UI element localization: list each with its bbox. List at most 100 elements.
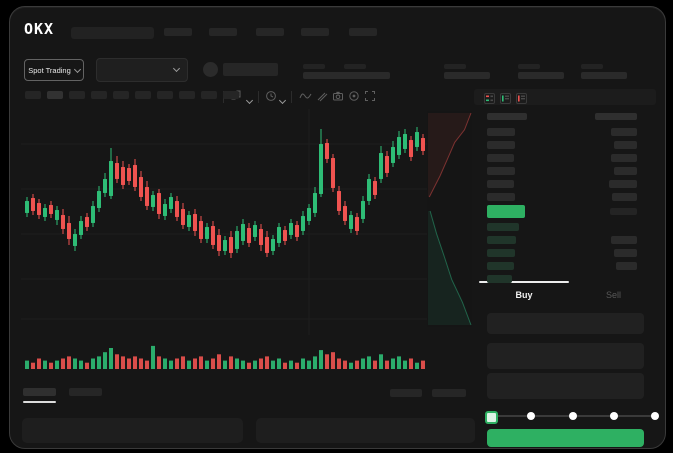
nav-item-2[interactable] [209, 28, 237, 36]
slider-stop-2[interactable] [527, 412, 536, 420]
slider-stop-3[interactable] [568, 412, 577, 420]
stat-value-5 [581, 72, 627, 79]
orderbook-ask-row-1[interactable] [479, 127, 658, 138]
ask-price-placeholder [487, 154, 514, 162]
stat-label-5 [581, 64, 603, 69]
orderbook-price-header [487, 113, 527, 120]
ask-price-placeholder [487, 128, 515, 136]
book-bids-icon[interactable] [500, 91, 511, 104]
settings-icon[interactable] [348, 90, 360, 106]
orderbook-ask-row-2[interactable] [479, 140, 658, 151]
bid-price-placeholder [487, 249, 515, 257]
orderbook-ask-row-3[interactable] [479, 153, 658, 164]
amount-field[interactable] [487, 343, 644, 369]
tab-buy[interactable]: Buy [479, 285, 569, 305]
book-combined-icon[interactable] [484, 91, 495, 104]
stat-label-1 [303, 64, 325, 69]
bottom-tab-open-orders[interactable] [23, 388, 56, 396]
depth-chart[interactable] [427, 111, 472, 327]
bid-amount-placeholder [616, 262, 637, 270]
bottom-link-1[interactable] [390, 389, 422, 397]
stat-value-2 [344, 72, 390, 79]
ask-amount-placeholder [612, 193, 637, 201]
orderbook-ask-row-5[interactable] [479, 179, 658, 190]
bid-amount-placeholder [613, 249, 637, 257]
candlestick-chart[interactable] [21, 109, 427, 335]
orderbook-ask-row-4[interactable] [479, 166, 658, 177]
timeframe-button-4[interactable] [91, 91, 107, 99]
nav-item-3[interactable] [256, 28, 284, 36]
timeframe-button-2[interactable] [47, 91, 63, 99]
nav-item-1[interactable] [164, 28, 192, 36]
slider-stop-4[interactable] [609, 412, 618, 420]
market-type-selector[interactable]: Spot Trading [24, 59, 84, 81]
orderbook-bid-row-3[interactable] [479, 248, 658, 259]
stat-label-2 [344, 64, 366, 69]
ask-amount-placeholder [611, 128, 637, 136]
price-field[interactable] [487, 313, 644, 334]
indicators-icon[interactable] [299, 90, 312, 106]
nav-item-5[interactable] [349, 28, 377, 36]
clock-icon[interactable] [265, 90, 277, 106]
stat-value-1 [303, 72, 349, 79]
bid-amount-placeholder [611, 236, 637, 244]
chevron-down-icon [73, 65, 81, 73]
nav-item-4[interactable] [301, 28, 329, 36]
bottom-panel-right[interactable] [256, 418, 475, 443]
ask-price-placeholder [487, 167, 515, 175]
camera-icon[interactable] [332, 90, 344, 106]
orderbook-bid-row-2[interactable] [479, 235, 658, 246]
orderbook-ask-row-6[interactable] [479, 192, 658, 203]
buy-submit-button[interactable] [487, 429, 644, 447]
bottom-tab-order-history[interactable] [69, 388, 102, 396]
last-price-highlight[interactable] [487, 205, 525, 218]
tab-sell-label: Sell [605, 290, 621, 300]
amount-slider-handle[interactable] [485, 411, 498, 424]
search-input[interactable] [71, 27, 154, 39]
fullscreen-icon[interactable] [364, 90, 376, 106]
bid-price-placeholder [487, 262, 514, 270]
ask-price-placeholder [487, 180, 514, 188]
stat-label-4 [518, 64, 540, 69]
orderbook-bid-row-1[interactable] [479, 222, 658, 233]
stat-value-3 [444, 72, 490, 79]
bid-price-placeholder [487, 223, 519, 231]
slider-stop-5[interactable] [651, 412, 659, 420]
orderbook-amount-header [595, 113, 637, 120]
bottom-link-2[interactable] [432, 389, 466, 397]
okx-logo: OKX [24, 20, 55, 38]
app-window: OKX Spot Trading [9, 6, 666, 449]
orderbook-bid-row-5[interactable] [479, 274, 658, 285]
tab-sell[interactable]: Sell [569, 285, 658, 305]
timeframe-button-5[interactable] [113, 91, 129, 99]
stat-label-3 [444, 64, 466, 69]
interval-caret-icon[interactable] [245, 95, 254, 107]
draw-icon[interactable] [316, 90, 328, 106]
book-asks-icon[interactable] [516, 91, 527, 104]
tab-buy-label: Buy [515, 290, 533, 300]
timeframe-button-9[interactable] [201, 91, 217, 99]
timeframe-button-3[interactable] [69, 91, 85, 99]
chevron-down-icon [172, 64, 181, 73]
active-tab-indicator [479, 281, 569, 283]
timeframe-button-10[interactable] [223, 91, 239, 99]
timeframe-button-8[interactable] [179, 91, 195, 99]
last-price-placeholder [223, 63, 278, 76]
bottom-active-tab-underline [23, 401, 56, 403]
stat-value-4 [518, 72, 564, 79]
last-price-amount-placeholder [609, 208, 637, 215]
ask-amount-placeholder [611, 154, 637, 162]
pair-selector-dropdown[interactable] [96, 58, 188, 82]
bottom-panel-left[interactable] [22, 418, 243, 443]
market-type-label: Spot Trading [28, 65, 71, 75]
timeframe-button-7[interactable] [157, 91, 173, 99]
orderbook-bid-row-4[interactable] [479, 261, 658, 272]
pair-avatar [203, 62, 218, 77]
ask-price-placeholder [487, 141, 515, 149]
ask-price-placeholder [487, 193, 515, 201]
timeframe-button-1[interactable] [25, 91, 41, 99]
total-field[interactable] [487, 373, 644, 399]
timeframe-button-6[interactable] [135, 91, 151, 99]
caret-icon[interactable] [278, 95, 287, 107]
volume-chart[interactable] [21, 343, 427, 370]
